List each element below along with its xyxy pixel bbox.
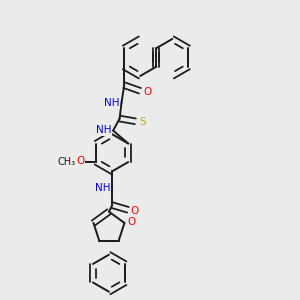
Text: O: O: [143, 87, 151, 98]
Text: NH: NH: [95, 183, 110, 193]
Text: CH₃: CH₃: [57, 157, 75, 167]
Text: O: O: [127, 217, 136, 227]
Text: O: O: [131, 206, 139, 216]
Text: NH: NH: [104, 98, 120, 108]
Text: S: S: [139, 117, 146, 127]
Text: O: O: [76, 156, 84, 167]
Text: NH: NH: [96, 125, 111, 135]
